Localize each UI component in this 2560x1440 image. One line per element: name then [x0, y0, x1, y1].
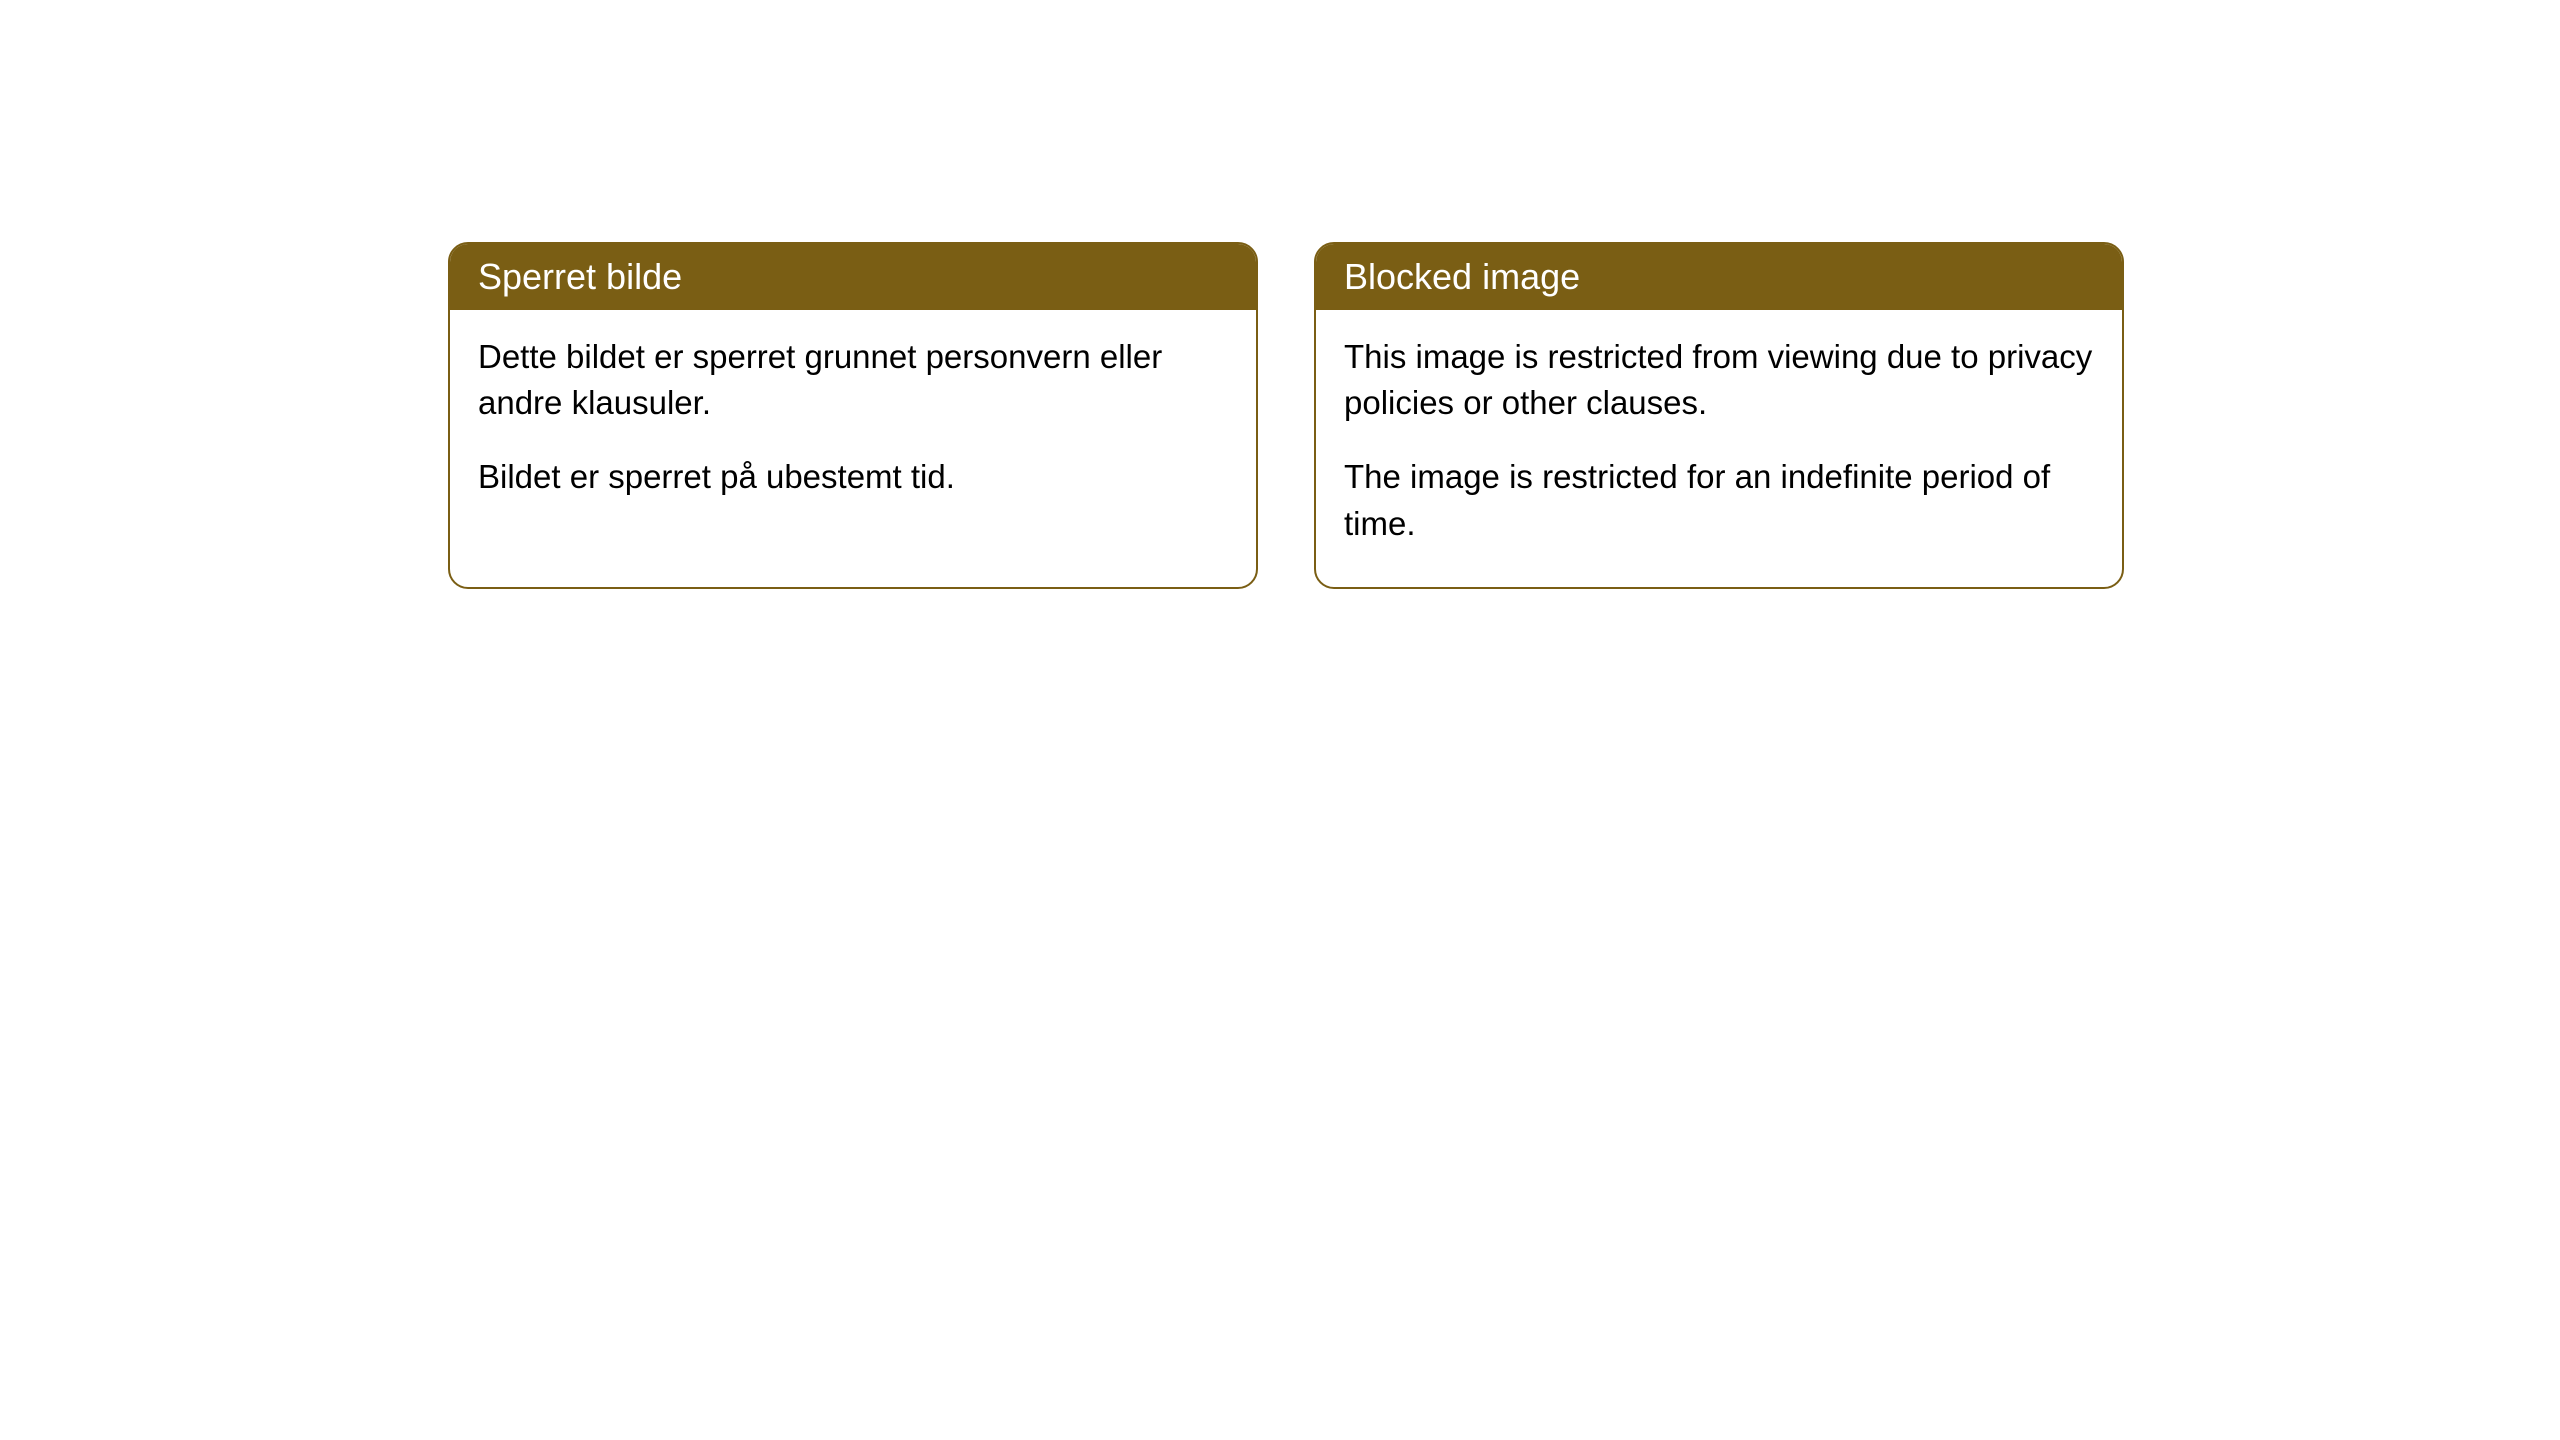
card-paragraph: Bildet er sperret på ubestemt tid.	[478, 454, 1228, 500]
card-header-norwegian: Sperret bilde	[450, 244, 1256, 310]
card-paragraph: This image is restricted from viewing du…	[1344, 334, 2094, 426]
card-paragraph: The image is restricted for an indefinit…	[1344, 454, 2094, 546]
notice-card-english: Blocked image This image is restricted f…	[1314, 242, 2124, 589]
card-body-norwegian: Dette bildet er sperret grunnet personve…	[450, 310, 1256, 541]
card-title: Sperret bilde	[478, 256, 682, 297]
card-body-english: This image is restricted from viewing du…	[1316, 310, 2122, 587]
card-title: Blocked image	[1344, 256, 1580, 297]
card-paragraph: Dette bildet er sperret grunnet personve…	[478, 334, 1228, 426]
notice-card-norwegian: Sperret bilde Dette bildet er sperret gr…	[448, 242, 1258, 589]
card-header-english: Blocked image	[1316, 244, 2122, 310]
notice-cards-container: Sperret bilde Dette bildet er sperret gr…	[448, 242, 2124, 589]
